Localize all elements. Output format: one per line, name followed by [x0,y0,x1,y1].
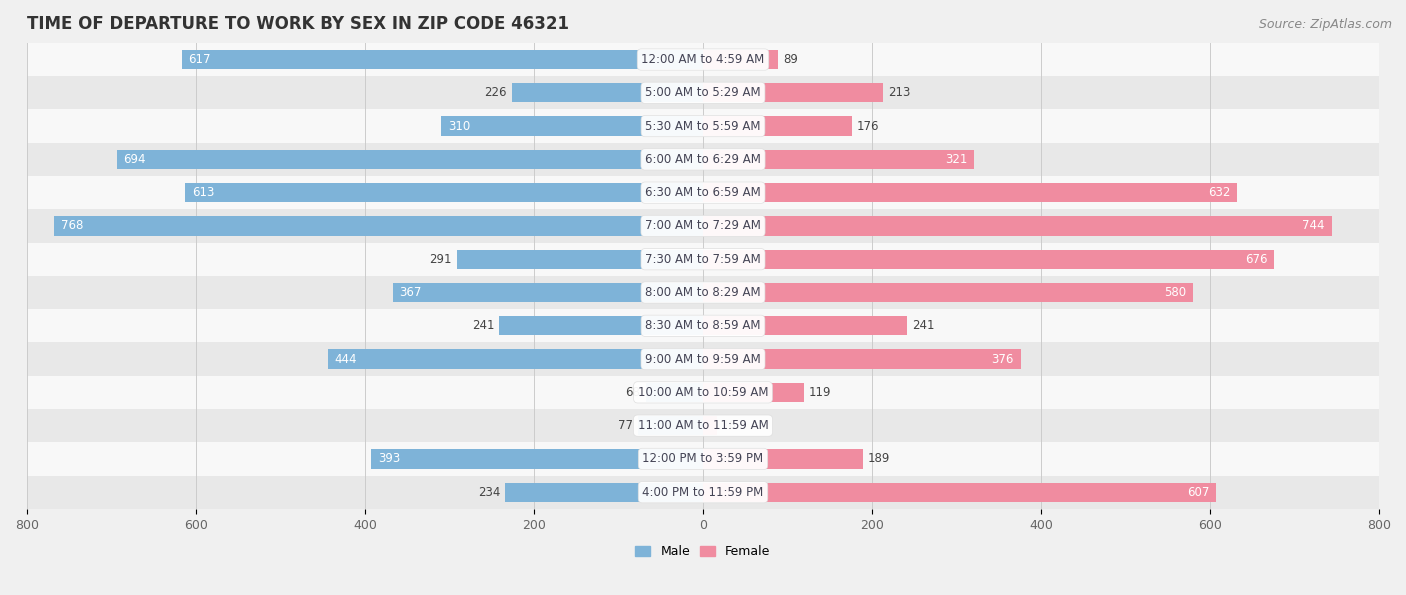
Bar [27,343,1379,375]
Text: 393: 393 [378,452,399,465]
Bar [27,76,1379,109]
Text: 768: 768 [60,220,83,233]
Bar [27,209,1379,243]
Text: 176: 176 [856,120,879,133]
Text: 632: 632 [1208,186,1230,199]
Bar [27,442,1379,475]
Text: 16: 16 [721,419,737,432]
Bar [27,276,1379,309]
Bar [27,409,1379,442]
Bar [638,416,703,436]
Bar [328,349,703,369]
Bar [505,483,703,502]
Bar [703,249,1274,269]
Bar [53,217,703,236]
Text: 7:00 AM to 7:29 AM: 7:00 AM to 7:29 AM [645,220,761,233]
Bar [27,176,1379,209]
Bar [27,143,1379,176]
Bar [27,309,1379,343]
Text: Source: ZipAtlas.com: Source: ZipAtlas.com [1258,18,1392,31]
Text: 12:00 PM to 3:59 PM: 12:00 PM to 3:59 PM [643,452,763,465]
Bar [392,283,703,302]
Text: 310: 310 [447,120,470,133]
Bar [703,83,883,102]
Bar [703,416,717,436]
Bar [703,449,863,469]
Bar [441,117,703,136]
Text: 5:30 AM to 5:59 AM: 5:30 AM to 5:59 AM [645,120,761,133]
Text: 234: 234 [478,486,501,499]
Text: 226: 226 [485,86,508,99]
Text: 213: 213 [889,86,911,99]
Text: 77: 77 [617,419,633,432]
Text: 321: 321 [945,153,967,166]
Text: 119: 119 [808,386,831,399]
Text: 6:30 AM to 6:59 AM: 6:30 AM to 6:59 AM [645,186,761,199]
Bar [117,150,703,169]
Bar [703,349,1021,369]
Text: 11:00 AM to 11:59 AM: 11:00 AM to 11:59 AM [638,419,768,432]
Text: 241: 241 [472,320,495,332]
Text: 744: 744 [1302,220,1324,233]
Bar [27,43,1379,76]
Text: 376: 376 [991,353,1014,365]
Text: 8:00 AM to 8:29 AM: 8:00 AM to 8:29 AM [645,286,761,299]
Text: 613: 613 [191,186,214,199]
Bar [371,449,703,469]
Bar [27,109,1379,143]
Bar [499,316,703,336]
Text: 89: 89 [783,53,799,66]
Text: 291: 291 [430,253,453,266]
Bar [186,183,703,202]
Bar [703,483,1216,502]
Text: 9:00 AM to 9:59 AM: 9:00 AM to 9:59 AM [645,353,761,365]
Bar [645,383,703,402]
Text: 367: 367 [399,286,422,299]
Bar [703,316,907,336]
Text: 12:00 AM to 4:59 AM: 12:00 AM to 4:59 AM [641,53,765,66]
Text: 5:00 AM to 5:29 AM: 5:00 AM to 5:29 AM [645,86,761,99]
Bar [27,475,1379,509]
Text: 189: 189 [868,452,890,465]
Text: 8:30 AM to 8:59 AM: 8:30 AM to 8:59 AM [645,320,761,332]
Text: 694: 694 [124,153,146,166]
Text: 10:00 AM to 10:59 AM: 10:00 AM to 10:59 AM [638,386,768,399]
Legend: Male, Female: Male, Female [630,540,776,563]
Text: 444: 444 [335,353,357,365]
Text: 580: 580 [1164,286,1187,299]
Bar [703,150,974,169]
Bar [457,249,703,269]
Text: 241: 241 [911,320,934,332]
Bar [27,375,1379,409]
Bar [703,217,1331,236]
Text: 7:30 AM to 7:59 AM: 7:30 AM to 7:59 AM [645,253,761,266]
Text: TIME OF DEPARTURE TO WORK BY SEX IN ZIP CODE 46321: TIME OF DEPARTURE TO WORK BY SEX IN ZIP … [27,15,569,33]
Bar [703,117,852,136]
Bar [703,183,1237,202]
Text: 6:00 AM to 6:29 AM: 6:00 AM to 6:29 AM [645,153,761,166]
Bar [27,243,1379,276]
Text: 607: 607 [1187,486,1209,499]
Bar [703,50,778,69]
Bar [512,83,703,102]
Text: 4:00 PM to 11:59 PM: 4:00 PM to 11:59 PM [643,486,763,499]
Text: 676: 676 [1244,253,1267,266]
Bar [703,283,1194,302]
Bar [703,383,804,402]
Bar [181,50,703,69]
Text: 68: 68 [626,386,641,399]
Text: 617: 617 [188,53,211,66]
